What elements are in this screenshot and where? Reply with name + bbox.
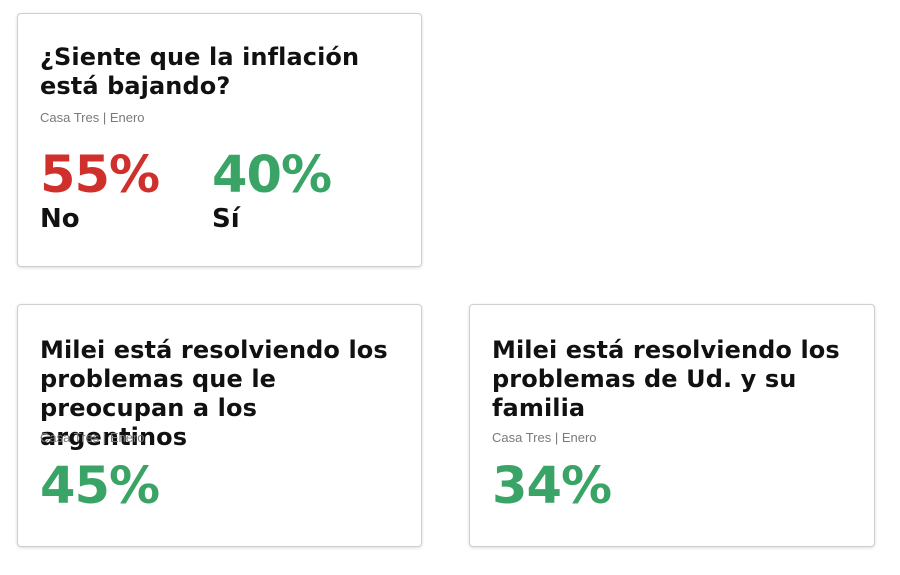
poll-source: Casa Tres | Enero [40,110,145,125]
result-main: 45% [40,457,160,516]
poll-question: Milei está resolviendo los problemas que… [40,336,388,451]
poll-question: Milei está resolviendo los problemas de … [492,336,840,422]
result-label: No [40,204,80,234]
result-main: 34% [492,457,612,516]
poll-question: ¿Siente que la inflación está bajando? [40,43,360,100]
result-si: 40% Sí [212,146,332,235]
result-percentage: 34% [492,457,612,516]
result-label: Sí [212,204,240,234]
poll-card-argentinos: Milei está resolviendo los problemas que… [17,304,422,547]
result-no: 55% No [40,146,160,235]
poll-source: Casa Tres | Enero [40,430,145,445]
poll-card-familia: Milei está resolviendo los problemas de … [469,304,875,547]
poll-card-inflation: ¿Siente que la inflación está bajando? C… [17,13,422,267]
result-percentage: 40% [212,146,332,205]
poll-source: Casa Tres | Enero [492,430,597,445]
result-percentage: 45% [40,457,160,516]
result-percentage: 55% [40,146,160,205]
